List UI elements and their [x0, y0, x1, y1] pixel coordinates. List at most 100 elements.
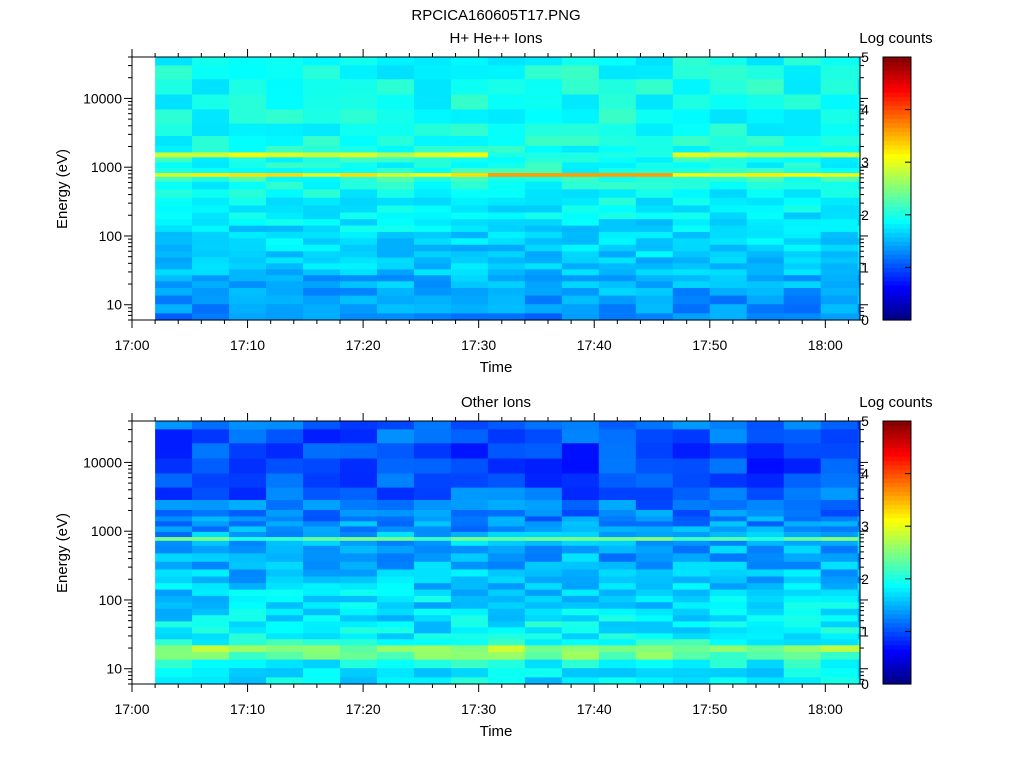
heatmap-cell: [635, 268, 674, 276]
x-tick-label: 18:00: [808, 701, 843, 717]
heatmap-cell: [229, 218, 267, 226]
heatmap-cell: [561, 78, 600, 95]
heatmap-cell: [229, 620, 267, 628]
x-tick-label: 17:20: [346, 701, 381, 717]
heatmap-cell: [598, 135, 637, 146]
heatmap-cell: [746, 676, 785, 685]
heatmap-cell: [192, 188, 230, 198]
heatmap-cell: [635, 57, 674, 66]
heatmap-cell: [340, 620, 378, 628]
y-tick-label: 100: [99, 592, 123, 608]
colorbar-step: [883, 434, 911, 440]
heatmap-cell: [857, 540, 861, 546]
heatmap-cell: [857, 428, 861, 444]
heatmap-cell: [376, 651, 415, 660]
colorbar-tick-label: 3: [861, 154, 869, 170]
heatmap-cell: [672, 268, 711, 276]
heatmap-cell: [192, 525, 230, 532]
heatmap-cell: [783, 499, 822, 510]
heatmap-cell: [709, 575, 748, 584]
heatmap-cell: [783, 575, 822, 584]
heatmap-cell: [450, 303, 489, 314]
colorbar-step: [883, 438, 911, 444]
heatmap-cell: [635, 659, 674, 669]
heatmap-cell: [450, 509, 489, 517]
heatmap-cell: [303, 57, 341, 66]
heatmap-cell: [709, 620, 748, 628]
heatmap-cell: [303, 442, 341, 459]
heatmap-cell: [820, 472, 859, 488]
heatmap-cell: [192, 256, 230, 264]
heatmap-cell: [561, 525, 600, 532]
heatmap-cell: [266, 78, 304, 95]
heatmap-cell: [524, 651, 563, 660]
heatmap-cell: [746, 601, 785, 609]
x-axis-label: Time: [480, 359, 513, 376]
colorbar-step: [883, 284, 911, 290]
heatmap-cell: [450, 287, 489, 296]
heatmap-cell: [376, 218, 415, 226]
heatmap-cell: [340, 312, 378, 321]
heatmap-cell: [820, 428, 859, 444]
heatmap-cell: [857, 145, 861, 153]
heatmap-cell: [229, 108, 267, 124]
heatmap-cell: [413, 64, 452, 80]
heatmap-cell: [561, 515, 600, 522]
heatmap-cell: [413, 601, 452, 609]
heatmap-cell: [303, 545, 341, 554]
heatmap-cell: [709, 601, 748, 609]
heatmap-cell: [155, 659, 193, 669]
heatmap-cell: [376, 608, 415, 616]
heatmap-cell: [376, 552, 415, 562]
heatmap-cell: [561, 262, 600, 270]
colorbar-step: [883, 227, 911, 233]
heatmap-cell: [672, 287, 711, 296]
heatmap-cell: [266, 280, 304, 288]
colorbar-step: [883, 539, 911, 545]
heatmap-cell: [229, 237, 267, 245]
heatmap-cell: [155, 78, 193, 95]
heatmap-cell: [598, 78, 637, 95]
colorbar-step: [883, 298, 911, 304]
heatmap-cell: [857, 626, 861, 634]
colorbar-step: [883, 521, 911, 527]
heatmap-cell: [376, 156, 415, 163]
colorbar-step: [883, 184, 911, 190]
heatmap-cell: [192, 135, 230, 146]
heatmap-cell: [303, 509, 341, 517]
heatmap-cell: [524, 78, 563, 95]
heatmap-cell: [783, 167, 822, 174]
heatmap-cell: [413, 237, 452, 245]
colorbar-step: [883, 613, 911, 619]
heatmap-cell: [746, 64, 785, 80]
heatmap-cell: [672, 312, 711, 321]
heatmap-cell: [709, 250, 748, 258]
heatmap-cell: [340, 595, 378, 603]
heatmap-cell: [487, 428, 526, 444]
heatmap-cell: [709, 638, 748, 646]
colorbar-step: [883, 65, 911, 71]
x-tick-label: 17:20: [346, 337, 381, 353]
heatmap-cell: [155, 472, 193, 488]
heatmap-cell: [783, 295, 822, 305]
heatmap-cell: [487, 614, 526, 622]
heatmap-cell: [598, 638, 637, 646]
heatmap-cell: [376, 287, 415, 296]
heatmap-cell: [746, 181, 785, 190]
x-tick-label: 17:10: [230, 337, 265, 353]
heatmap-cell: [783, 487, 822, 501]
heatmap-cell: [340, 57, 378, 66]
heatmap-cell: [192, 632, 230, 640]
heatmap-cell: [857, 64, 861, 80]
heatmap-cell: [709, 176, 748, 182]
heatmap-cell: [709, 536, 748, 541]
heatmap-cell: [487, 561, 526, 570]
heatmap-cell: [561, 614, 600, 622]
colorbar-step: [883, 245, 911, 251]
heatmap-cell: [746, 536, 785, 541]
colorbar-step: [883, 508, 911, 514]
heatmap-cell: [192, 589, 230, 596]
heatmap-cell: [857, 197, 861, 206]
heatmap-cell: [376, 626, 415, 634]
heatmap-cell: [709, 274, 748, 282]
